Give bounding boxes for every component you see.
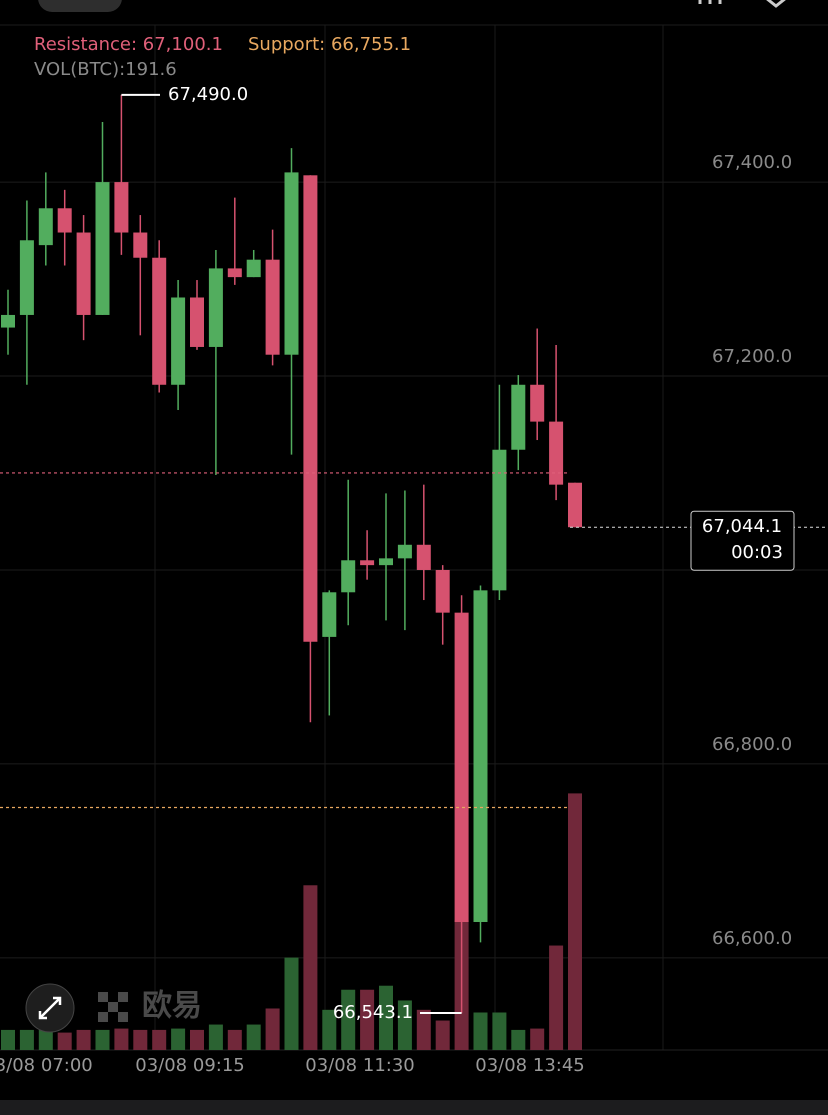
candle-body bbox=[397, 544, 412, 559]
volume-bar bbox=[114, 1028, 129, 1050]
volume-bar bbox=[435, 1020, 450, 1050]
volume-bar bbox=[76, 1029, 91, 1050]
candle-body bbox=[473, 590, 488, 922]
volume-bar bbox=[549, 945, 564, 1050]
candle-body bbox=[265, 259, 280, 355]
volume-bar bbox=[568, 793, 582, 1050]
candle-body bbox=[379, 558, 393, 566]
candle-body bbox=[95, 182, 110, 315]
candle-body bbox=[76, 232, 91, 315]
volume-bar bbox=[95, 1029, 110, 1050]
volume-bar bbox=[227, 1029, 242, 1050]
y-tick-label: 67,200.0 bbox=[712, 346, 792, 367]
candle-body bbox=[492, 449, 507, 591]
candle-body bbox=[133, 232, 148, 258]
volume-label: VOL(BTC):191.6 bbox=[34, 59, 177, 80]
volume-bar bbox=[190, 1029, 204, 1050]
volume-bar bbox=[246, 1024, 261, 1050]
watermark-logo bbox=[98, 992, 108, 1002]
watermark-logo bbox=[108, 1002, 118, 1012]
volume-bar bbox=[19, 1029, 34, 1050]
high-marker-label: 67,490.0 bbox=[168, 84, 248, 105]
volume-bar bbox=[473, 1012, 488, 1050]
bottom-bar bbox=[0, 1100, 828, 1115]
candle-body bbox=[435, 569, 450, 613]
volume-bar bbox=[379, 985, 393, 1050]
candle-body bbox=[190, 297, 204, 347]
last-price-label: 67,044.1 bbox=[702, 516, 782, 537]
volume-bar bbox=[322, 1009, 337, 1050]
candle-body bbox=[171, 297, 186, 385]
countdown-label: 00:03 bbox=[731, 542, 783, 563]
y-tick-label: 66,600.0 bbox=[712, 928, 792, 949]
candle-body bbox=[1, 314, 15, 328]
candle-body bbox=[341, 560, 356, 593]
candle-body bbox=[322, 592, 337, 637]
expand-icon bbox=[38, 996, 62, 1020]
candle-body bbox=[454, 612, 469, 922]
price-box bbox=[690, 510, 795, 571]
candle-body bbox=[549, 421, 564, 485]
watermark-logo bbox=[98, 1012, 108, 1022]
x-tick-label: 03/08 13:45 bbox=[475, 1055, 584, 1076]
candle-body bbox=[114, 182, 129, 233]
volume-bar bbox=[265, 1008, 280, 1050]
volume-bar bbox=[152, 1029, 167, 1050]
volume-bar bbox=[284, 957, 299, 1050]
resistance-label: Resistance: 67,100.1 bbox=[34, 34, 223, 55]
candle-body bbox=[227, 268, 242, 278]
y-tick-label: 66,800.0 bbox=[712, 734, 792, 755]
volume-bar bbox=[360, 989, 375, 1050]
volume-bar bbox=[133, 1029, 148, 1050]
x-tick-label: 03/08 07:00 bbox=[0, 1055, 93, 1076]
candle-body bbox=[38, 208, 53, 246]
candle-body bbox=[19, 240, 34, 315]
candle-body bbox=[284, 172, 299, 355]
volume-bar bbox=[511, 1029, 526, 1050]
watermark-logo bbox=[118, 1012, 128, 1022]
volume-bar bbox=[57, 1032, 72, 1050]
candle-body bbox=[360, 560, 375, 566]
y-tick-label: 67,400.0 bbox=[712, 152, 792, 173]
expand-button[interactable] bbox=[25, 983, 75, 1033]
volume-bar bbox=[492, 1012, 507, 1050]
watermark: 欧易 bbox=[98, 989, 202, 1024]
watermark-logo bbox=[118, 992, 128, 1002]
top-icon[interactable] bbox=[766, 0, 786, 8]
candle-body bbox=[57, 208, 72, 233]
volume-bar bbox=[208, 1024, 223, 1050]
candle-body bbox=[416, 544, 431, 570]
volume-bar bbox=[416, 1009, 431, 1050]
candle-body bbox=[246, 259, 261, 278]
candle-body bbox=[303, 175, 318, 642]
support-label: Support: 66,755.1 bbox=[248, 34, 411, 55]
x-tick-label: 03/08 11:30 bbox=[305, 1055, 414, 1076]
candle-body bbox=[530, 384, 545, 422]
top-tab[interactable] bbox=[38, 0, 122, 12]
low-marker-label: 66,543.1 bbox=[333, 1002, 413, 1023]
volume-bar bbox=[303, 885, 318, 1050]
candle-body bbox=[208, 268, 223, 347]
candle-body bbox=[152, 257, 167, 385]
watermark-text: 欧易 bbox=[142, 989, 202, 1024]
volume-bar bbox=[397, 1000, 412, 1050]
volume-bar bbox=[1, 1029, 15, 1050]
candle-body bbox=[511, 384, 526, 450]
x-tick-label: 03/08 09:15 bbox=[135, 1055, 244, 1076]
volume-bar bbox=[341, 989, 356, 1050]
volume-bar bbox=[530, 1028, 545, 1050]
volume-bar bbox=[171, 1028, 186, 1050]
vertical-grid bbox=[154, 25, 664, 1050]
top-icon[interactable] bbox=[698, 0, 722, 4]
candle-body bbox=[568, 482, 582, 528]
volume-bar bbox=[38, 1029, 53, 1050]
